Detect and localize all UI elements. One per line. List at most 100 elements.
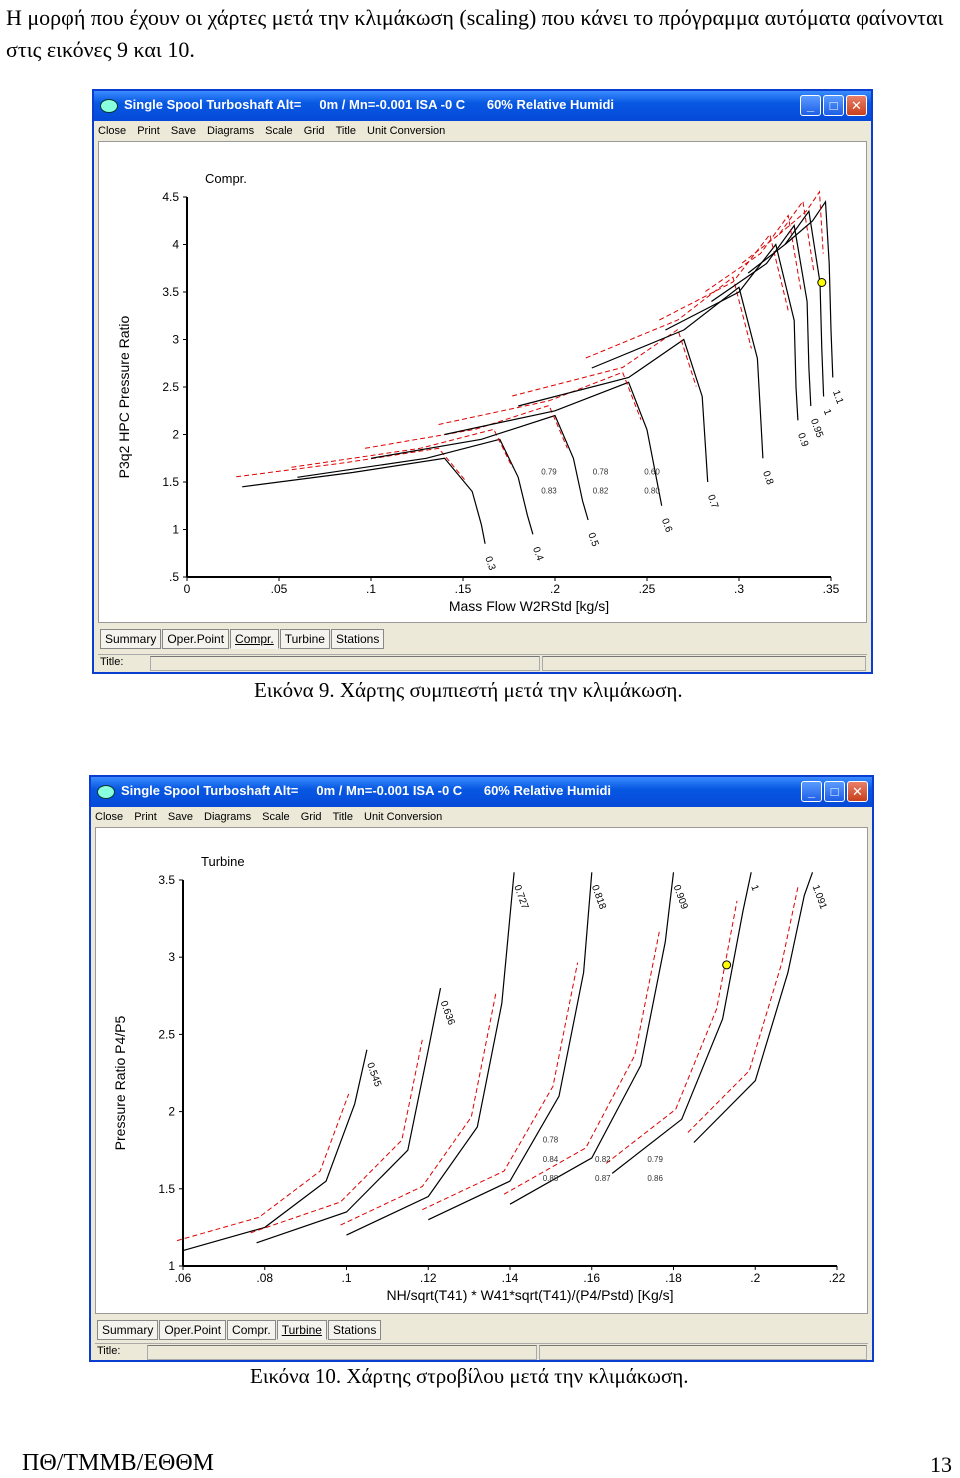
efficiency-label: 0.87	[595, 1174, 611, 1183]
speed-line	[242, 457, 486, 544]
y-tick-label: 1.5	[162, 475, 179, 489]
status-segment	[147, 1345, 537, 1360]
x-tick-label: .14	[502, 1271, 519, 1285]
maximize-button[interactable]: □	[823, 95, 844, 116]
tab-stations[interactable]: Stations	[327, 1320, 382, 1340]
efficiency-contour	[438, 371, 642, 425]
minimize-button[interactable]: _	[801, 781, 822, 802]
menu-grid[interactable]: Grid	[303, 125, 325, 137]
intro-paragraph: Η μορφή που έχουν οι χάρτες μετά την κλι…	[6, 5, 944, 62]
tab-turbine[interactable]: Turbine	[276, 1320, 327, 1340]
x-tick-label: .05	[271, 582, 288, 596]
speed-line	[611, 872, 752, 1174]
y-tick-label: 2	[168, 1105, 175, 1119]
title-bar[interactable]: Single Spool Turboshaft Alt= 0m / Mn=-0.…	[91, 777, 872, 807]
speed-line	[297, 438, 534, 535]
menu-unit-conversion[interactable]: Unit Conversion	[367, 125, 446, 137]
menu-title[interactable]: Title	[332, 811, 353, 823]
tab-stations[interactable]: Stations	[330, 629, 385, 649]
plot-area: 0.05.1.15.2.25.3.35 4.5 4 3.5 3 2.5 2 1.5 1.5 Com…	[98, 141, 867, 623]
menu-close[interactable]: Close	[98, 125, 127, 137]
speed-line	[747, 209, 825, 397]
y-tick-label: 1.5	[158, 1182, 175, 1196]
efficiency-contour	[291, 428, 513, 468]
y-tick-label: 3	[168, 950, 175, 964]
menu-unit-conversion[interactable]: Unit Conversion	[364, 811, 443, 823]
speed-line	[784, 200, 834, 378]
plot-area: .06 .08 .1 .12 .14 .16 .18 .2 .22 3.5 3 2.5 2 1.5 1 Tur…	[95, 827, 868, 1314]
status-segment	[542, 656, 866, 671]
y-axis-label: P3q2 HPC Pressure Ratio	[116, 315, 132, 478]
tab-turbine[interactable]: Turbine	[279, 629, 330, 649]
efficiency-contour	[340, 993, 497, 1226]
chart-title: Turbine	[201, 854, 245, 869]
y-axis-label: Pressure Ratio P4/P5	[112, 1015, 128, 1150]
maximize-button[interactable]: □	[824, 781, 845, 802]
figure-9-caption: Εικόνα 9. Χάρτης συμπιεστή μετά την κλιμ…	[254, 678, 683, 702]
menu-scale[interactable]: Scale	[265, 125, 293, 137]
tab-compr[interactable]: Compr.	[227, 1320, 276, 1340]
status-segment	[539, 1345, 867, 1360]
compressor-map-window: Single Spool Turboshaft Alt= 0m / Mn=-0.…	[92, 89, 873, 674]
menu-title[interactable]: Title	[335, 125, 356, 137]
speed-line	[509, 872, 675, 1205]
x-tick-label: .15	[455, 582, 472, 596]
x-tick-label: .12	[420, 1271, 437, 1285]
efficiency-contour	[250, 1039, 423, 1234]
speed-line	[665, 243, 799, 421]
y-tick-label: 2	[172, 428, 179, 442]
menu-print[interactable]: Print	[134, 811, 157, 823]
menu-scale[interactable]: Scale	[262, 811, 290, 823]
menu-bar: Close Print Save Diagrams Scale Grid Tit…	[98, 121, 453, 141]
x-tick-label: .06	[175, 1271, 192, 1285]
speed-line-label: 0.818	[589, 884, 608, 912]
x-axis-label: Mass Flow W2RStd [kg/s]	[449, 598, 609, 614]
window-title: Single Spool Turboshaft Alt= 0m / Mn=-0.…	[124, 97, 615, 112]
speed-line-label: 0.95	[808, 417, 825, 439]
tab-oper-point[interactable]: Oper.Point	[159, 1320, 227, 1340]
x-tick-label: .08	[256, 1271, 273, 1285]
efficiency-contour	[176, 1093, 350, 1242]
efficiency-contour	[605, 900, 738, 1164]
menu-print[interactable]: Print	[137, 125, 160, 137]
menu-grid[interactable]: Grid	[300, 811, 322, 823]
menu-diagrams[interactable]: Diagrams	[207, 125, 255, 137]
x-tick-label: .2	[550, 582, 560, 596]
x-tick-label: .18	[665, 1271, 682, 1285]
speed-line-label: 1.1	[830, 389, 845, 406]
efficiency-label: 0.80	[644, 486, 660, 495]
x-tick-label: .22	[829, 1271, 846, 1285]
minimize-button[interactable]: _	[800, 95, 821, 116]
speed-line	[370, 414, 589, 521]
menu-close[interactable]: Close	[95, 811, 124, 823]
operating-point-marker	[817, 278, 827, 287]
close-button[interactable]: ✕	[846, 95, 867, 116]
title-bar[interactable]: Single Spool Turboshaft Alt= 0m / Mn=-0.…	[94, 91, 871, 121]
x-tick-label: .35	[823, 582, 840, 596]
status-segment	[150, 656, 540, 671]
status-title-label: Title:	[97, 1345, 121, 1357]
x-tick-label: .1	[341, 1271, 351, 1285]
page-number: 13	[930, 1452, 952, 1477]
speed-line-label: 0.9	[795, 432, 810, 449]
speed-line-label: 0.636	[438, 999, 457, 1027]
efficiency-contour	[705, 214, 802, 292]
menu-save[interactable]: Save	[167, 811, 193, 823]
tab-compr[interactable]: Compr.	[230, 629, 279, 649]
speed-line-label: 1.091	[810, 884, 829, 912]
speed-line	[256, 987, 442, 1244]
efficiency-label: 0.86	[647, 1174, 663, 1183]
tab-oper-point[interactable]: Oper.Point	[162, 629, 230, 649]
y-tick-label: 4.5	[162, 190, 179, 204]
efficiency-contour	[512, 328, 697, 397]
menu-diagrams[interactable]: Diagrams	[204, 811, 252, 823]
speed-line	[711, 223, 812, 407]
tab-summary[interactable]: Summary	[97, 1320, 159, 1340]
app-icon	[100, 99, 118, 113]
efficiency-contour	[741, 200, 815, 273]
menu-save[interactable]: Save	[170, 125, 196, 137]
tab-summary[interactable]: Summary	[100, 629, 162, 649]
status-bar: Title:	[95, 1343, 868, 1360]
speed-line	[444, 381, 663, 506]
close-button[interactable]: ✕	[847, 781, 868, 802]
